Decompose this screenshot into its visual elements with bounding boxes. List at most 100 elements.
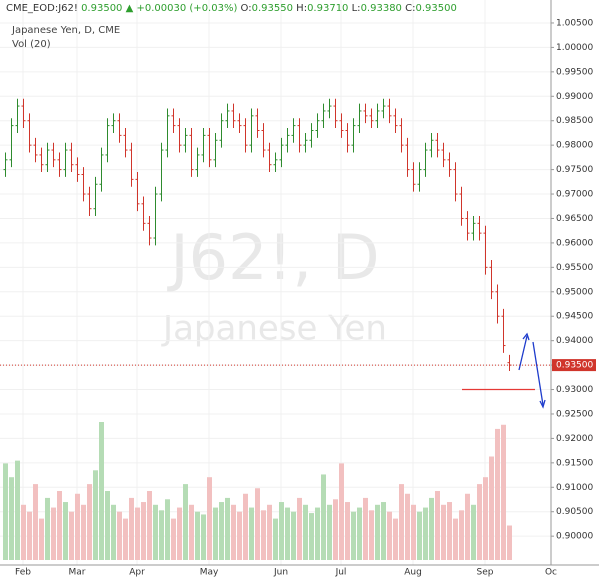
watermark-symbol: J62!, D — [166, 221, 379, 294]
y-tick-label: 0.94000 — [556, 336, 593, 346]
volume-bar — [441, 504, 446, 560]
volume-bar — [225, 497, 230, 560]
y-tick-label: 0.94500 — [556, 312, 593, 322]
volume-bar — [471, 504, 476, 560]
header: CME_EOD:J62! 0.93500 ▲ +0.00030 (+0.03%)… — [6, 3, 457, 14]
last-price-label: 0.93500 — [556, 361, 593, 371]
volume-bar — [129, 497, 134, 560]
volume-bar — [159, 510, 164, 560]
volume-bar — [171, 518, 176, 560]
change-arrow: ▲ — [125, 3, 134, 14]
volume-bar — [153, 504, 158, 560]
volume-bar — [327, 504, 332, 560]
volume-bar — [39, 518, 44, 560]
x-tick-label: Mar — [69, 568, 86, 578]
volume-bar — [27, 511, 32, 560]
y-tick-label: 0.97000 — [556, 190, 593, 200]
volume-bar — [3, 463, 8, 560]
volume-bar — [411, 504, 416, 560]
volume-bar — [21, 504, 26, 560]
drawn-arrow-up — [518, 335, 528, 371]
volume-bar — [93, 470, 98, 560]
y-tick-label: 0.97500 — [556, 165, 593, 175]
volume-bar — [495, 428, 500, 560]
volume-bar — [75, 493, 80, 560]
volume-bar — [201, 514, 206, 560]
open-label: O: — [240, 3, 252, 14]
y-tick-label: 0.90000 — [556, 532, 593, 542]
volume-bar — [303, 504, 308, 560]
volume-bar — [33, 484, 38, 560]
volume-bar — [357, 507, 362, 560]
volume-bar — [9, 477, 14, 560]
x-tick-label: Feb — [15, 568, 31, 578]
volume-bar — [213, 507, 218, 560]
volume-bar — [135, 507, 140, 560]
volume-bar — [339, 463, 344, 560]
close: 0.93500 — [415, 3, 457, 14]
x-tick-label: Jul — [335, 568, 347, 578]
volume-bar — [501, 424, 506, 560]
volume-bar — [405, 493, 410, 560]
symbol: CME_EOD:J62! — [6, 3, 78, 14]
volume-bar — [315, 507, 320, 560]
volume-bar — [399, 484, 404, 560]
open: 0.93550 — [251, 3, 293, 14]
volume-bar — [309, 513, 314, 560]
volume-bar — [183, 484, 188, 560]
volume-bar — [483, 477, 488, 560]
volume-bar — [267, 504, 272, 560]
volume-bar — [87, 484, 92, 560]
y-tick-label: 0.95000 — [556, 287, 593, 297]
volume-bar — [105, 491, 110, 560]
low: 0.93380 — [360, 3, 402, 14]
y-tick-label: 0.98000 — [556, 141, 593, 151]
y-tick-label: 0.91500 — [556, 458, 593, 468]
y-tick-label: 1.00500 — [556, 18, 593, 28]
volume-bar — [393, 518, 398, 560]
volume-bar — [345, 502, 350, 560]
close-label: C: — [405, 3, 416, 14]
volume-bar — [255, 488, 260, 560]
volume-bar — [45, 497, 50, 560]
arrow-head — [539, 399, 546, 409]
volume-bar — [447, 502, 452, 560]
volume-bar — [291, 511, 296, 560]
volume-bar — [435, 491, 440, 560]
y-tick-label: 0.99000 — [556, 92, 593, 102]
volume-bar — [237, 511, 242, 560]
volume-bar — [99, 422, 104, 560]
last-price-box — [552, 359, 596, 372]
volume-bar — [279, 502, 284, 560]
volume-bar — [219, 502, 224, 560]
last: 0.93500 — [81, 3, 123, 14]
volume-bar — [51, 507, 56, 560]
volume-bar — [381, 502, 386, 560]
volume-bar — [207, 477, 212, 560]
volume-bar — [465, 493, 470, 560]
volume-bar — [387, 511, 392, 560]
y-tick-label: 0.99500 — [556, 67, 593, 77]
volume-bar — [261, 510, 266, 560]
x-tick-label: Sep — [477, 568, 494, 578]
instrument-name: Japanese Yen, D, CME — [12, 25, 121, 36]
volume-bar — [423, 507, 428, 560]
volume-bar — [141, 502, 146, 560]
y-tick-label: 0.96000 — [556, 238, 593, 248]
volume-bar — [177, 507, 182, 560]
y-tick-label: 0.90500 — [556, 507, 593, 517]
volume-bar — [297, 497, 302, 560]
volume-bar — [369, 510, 374, 560]
volume-bar — [81, 504, 86, 560]
volume-bar — [15, 460, 20, 560]
low-label: L: — [351, 3, 361, 14]
arrow-head — [522, 332, 530, 341]
volume-bar — [351, 511, 356, 560]
volume-bar — [507, 525, 512, 560]
volume-bar — [417, 511, 422, 560]
volume-label: Vol (20) — [12, 39, 51, 50]
volume-bar — [117, 511, 122, 560]
volume-bar — [285, 507, 290, 560]
y-tick-label: 0.95500 — [556, 263, 593, 273]
